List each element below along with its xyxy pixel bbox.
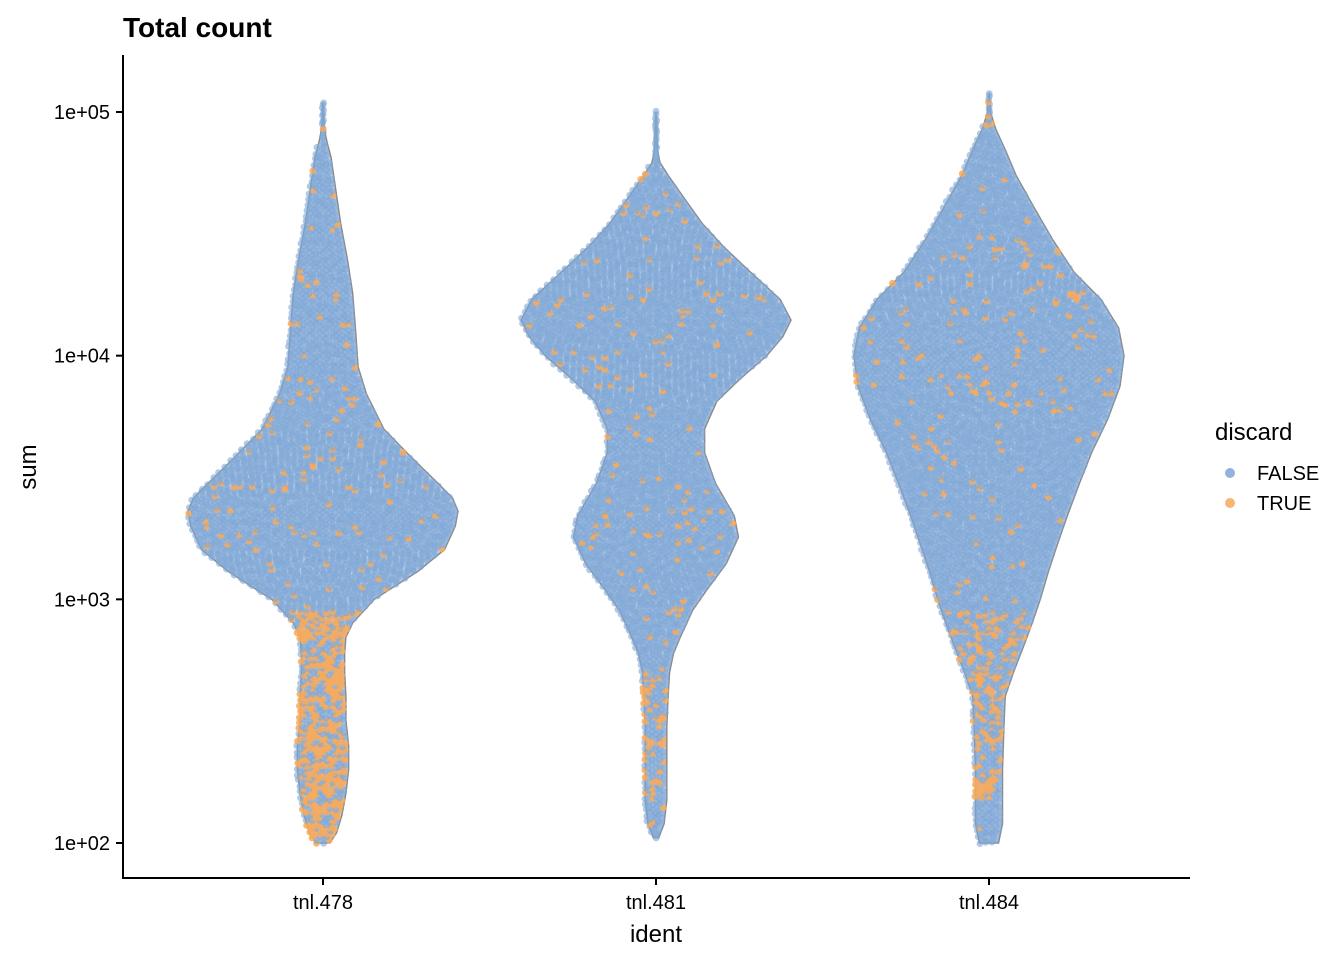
point-false bbox=[435, 482, 442, 490]
point-true bbox=[338, 661, 346, 668]
point-true bbox=[322, 783, 330, 791]
point-true bbox=[399, 449, 407, 456]
point-false bbox=[313, 143, 321, 151]
point-false bbox=[320, 99, 328, 107]
point-false bbox=[441, 489, 448, 497]
point-false bbox=[215, 469, 222, 476]
chart-title: Total count bbox=[123, 12, 272, 43]
point-false bbox=[210, 474, 218, 481]
point-false bbox=[227, 457, 235, 464]
point-false bbox=[254, 429, 262, 436]
point-false bbox=[271, 401, 278, 408]
point-false bbox=[204, 481, 212, 488]
point-false bbox=[238, 446, 245, 454]
point-false bbox=[243, 440, 251, 448]
point-false bbox=[590, 483, 598, 491]
point-false bbox=[340, 723, 348, 731]
point-false bbox=[406, 454, 414, 462]
point-true bbox=[297, 658, 305, 665]
point-false bbox=[306, 717, 314, 725]
point-false bbox=[221, 463, 229, 471]
plot-area bbox=[185, 90, 1125, 847]
data-points bbox=[185, 90, 1125, 847]
point-false bbox=[595, 472, 603, 480]
point-false bbox=[429, 478, 437, 485]
point-false bbox=[232, 452, 240, 459]
point-false bbox=[448, 501, 456, 508]
point-false bbox=[584, 494, 592, 502]
point-false bbox=[265, 412, 272, 420]
point-false bbox=[192, 492, 200, 499]
